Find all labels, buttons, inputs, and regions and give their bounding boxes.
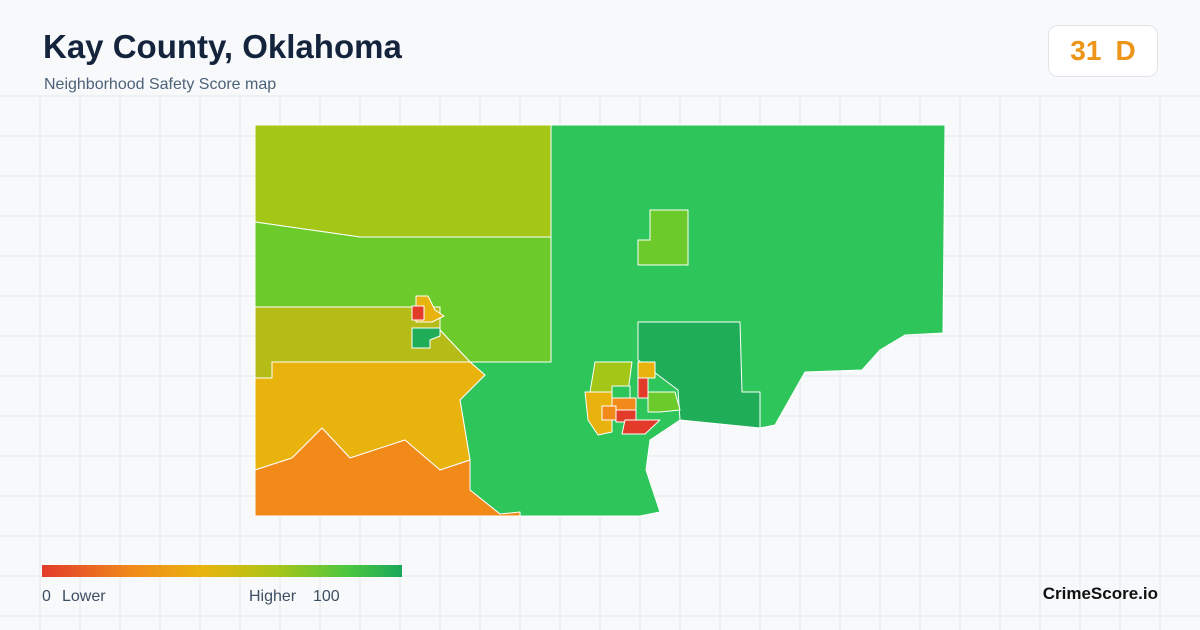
region <box>411 327 441 349</box>
score-value: 31 <box>1070 35 1102 66</box>
region <box>621 419 661 435</box>
region <box>584 391 613 436</box>
brand: CrimeScore.io <box>1042 584 1158 603</box>
region <box>637 209 689 266</box>
legend-gradient <box>42 565 402 577</box>
subtitle: Neighborhood Safety Score map <box>44 76 277 93</box>
title: Kay County, Oklahoma <box>43 28 402 65</box>
region <box>611 385 631 399</box>
region <box>254 427 521 517</box>
score-grade: D <box>1115 35 1136 66</box>
map-regions <box>254 124 946 517</box>
legend-min-label: Lower <box>62 588 106 605</box>
region <box>637 361 656 379</box>
legend-max: 100 <box>313 588 340 605</box>
region <box>254 124 552 238</box>
legend-min: 0 <box>42 588 51 605</box>
legend-max-label: Higher <box>249 588 297 605</box>
region <box>601 405 617 421</box>
region <box>411 305 425 321</box>
score-badge: 31 D <box>1048 25 1158 77</box>
region <box>647 391 681 413</box>
region <box>637 377 649 399</box>
